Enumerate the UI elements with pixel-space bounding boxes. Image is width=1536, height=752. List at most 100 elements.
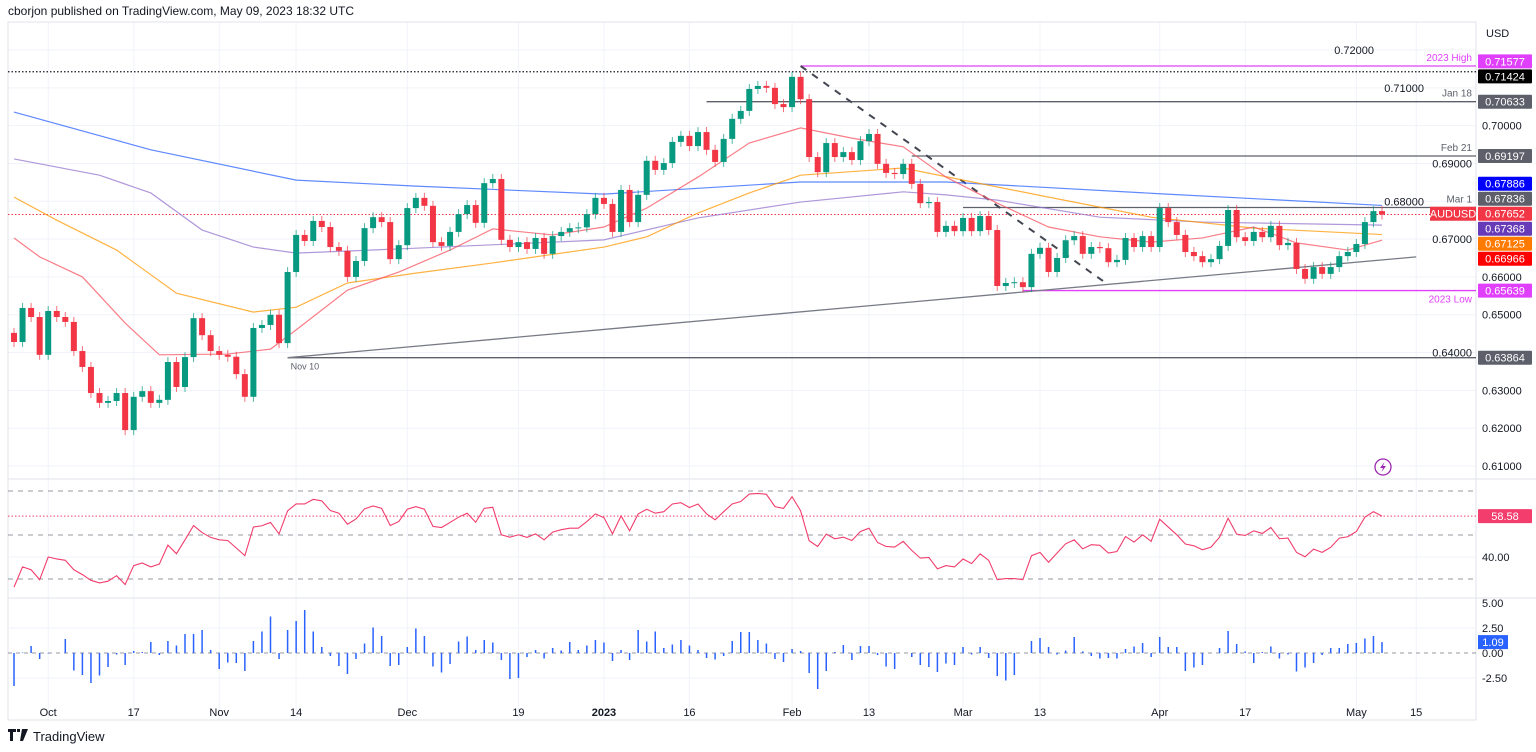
candle-up — [549, 236, 556, 254]
grid — [8, 22, 1476, 720]
candle-up — [866, 133, 872, 142]
level-label: Feb 21 — [1441, 143, 1473, 154]
symbol-badge-bg — [1430, 206, 1476, 221]
candle-up — [361, 228, 368, 262]
level-label: Nov 10 — [291, 362, 320, 372]
candle-down — [712, 149, 719, 162]
time-tick-label: Nov — [209, 707, 229, 719]
price-tick-label: 0.69000 — [1432, 158, 1472, 170]
candle-up — [105, 400, 112, 403]
candle-down — [951, 225, 958, 232]
candle-up — [267, 314, 274, 325]
candle-up — [447, 231, 454, 246]
candle-up — [532, 237, 539, 249]
time-tick-label: 13 — [863, 707, 875, 719]
candle-down — [207, 335, 214, 352]
histogram-pane — [8, 610, 1476, 689]
tradingview-logo-icon[interactable] — [8, 729, 28, 744]
candle-up — [1336, 256, 1343, 268]
candle-up — [737, 110, 744, 119]
candle-up — [1327, 267, 1334, 274]
candle-up — [1250, 231, 1257, 241]
candle-up — [754, 85, 761, 89]
time-tick-label: Oct — [40, 707, 57, 719]
lightning-icon[interactable] — [1374, 458, 1392, 476]
candle-up — [857, 141, 864, 161]
candle-up — [489, 178, 496, 184]
last-price-badge-bg — [1478, 206, 1532, 221]
price-tick-label: 0.68000 — [1384, 196, 1424, 208]
level-price-badge-bg — [1478, 350, 1532, 365]
rsi-tick-label: 40.00 — [1482, 552, 1510, 564]
candle-down — [36, 317, 43, 355]
candle-down — [241, 374, 248, 397]
price-tick-label: 0.66000 — [1482, 272, 1522, 284]
candle-down — [53, 310, 60, 318]
candle-down — [28, 307, 35, 318]
level-price-badge: 0.71424 — [1485, 71, 1525, 83]
publish-info: cborjon published on TradingView.com, Ma… — [8, 4, 354, 18]
candle-down — [652, 160, 659, 170]
candle-up — [575, 227, 582, 229]
candle-up — [1113, 259, 1120, 263]
candle-down — [1182, 234, 1189, 252]
candle-down — [199, 318, 206, 336]
footer: TradingView — [8, 729, 105, 744]
price-tick-label: 0.65000 — [1482, 310, 1522, 322]
moving-average-line — [13, 167, 1383, 313]
price-tick-label: 0.71000 — [1384, 83, 1424, 95]
candle-down — [874, 133, 881, 164]
candle-up — [566, 228, 573, 232]
candle-up — [660, 163, 667, 170]
time-tick-label: 17 — [1239, 707, 1251, 719]
candle-up — [45, 310, 52, 355]
candle-up — [481, 183, 488, 223]
candle-down — [1190, 251, 1197, 257]
candle-down — [848, 152, 855, 161]
price-axis[interactable]: USD 0.72000 0.71000 0.70000 0.69000 0.68000 0.… — [1334, 28, 1522, 685]
price-tick-label: 0.61000 — [1482, 461, 1522, 473]
candle-up — [412, 197, 419, 209]
candle-up — [746, 88, 753, 111]
candle-down — [917, 183, 924, 204]
level-price-badge-bg — [1478, 54, 1532, 69]
pane-borders — [7, 21, 1536, 721]
candle-down — [224, 354, 231, 357]
downtrend-line — [800, 65, 1109, 286]
price-tick-label: 0.63000 — [1482, 385, 1522, 397]
tradingview-brand[interactable]: TradingView — [33, 729, 105, 744]
candle-up — [139, 391, 146, 397]
candle-down — [1105, 248, 1112, 263]
candle-up — [977, 216, 984, 232]
uptrend-line — [287, 256, 1417, 359]
symbol-badge: AUDUSD — [1430, 209, 1477, 221]
price-tick-label: 0.70000 — [1482, 121, 1522, 133]
candle-down — [771, 87, 778, 105]
candle-down — [908, 163, 915, 184]
candle-up — [942, 225, 949, 232]
candle-up — [404, 208, 411, 246]
candle-up — [1002, 282, 1009, 286]
candle-down — [387, 222, 394, 260]
candle-down — [968, 217, 975, 232]
candle-up — [1139, 236, 1146, 248]
candle-down — [1079, 236, 1086, 254]
time-tick-label: 16 — [683, 707, 695, 719]
histogram-tick-label: 5.00 — [1482, 598, 1503, 610]
candle-up — [455, 214, 462, 232]
ma-price-badge-bg — [1478, 251, 1532, 266]
candle-down — [541, 237, 548, 254]
candle-up — [1208, 259, 1214, 263]
candle-down — [1019, 282, 1026, 288]
candle-up — [583, 214, 590, 228]
ma-price-badge-bg — [1478, 221, 1532, 236]
candle-up — [669, 141, 676, 164]
candle-down — [1293, 242, 1300, 269]
time-axis[interactable]: Oct 17 Nov 14 Dec 19 2023 16 Feb 13 Mar 13 Apr 17 May 1… — [40, 707, 1423, 719]
candle-up — [310, 220, 317, 241]
candle-up — [677, 135, 684, 142]
time-tick-label: Apr — [1151, 707, 1168, 719]
candle-up — [823, 143, 830, 173]
candle-down — [438, 242, 445, 246]
